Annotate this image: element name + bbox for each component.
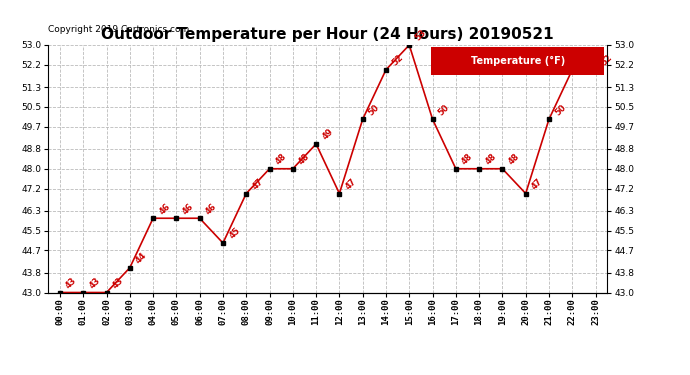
Text: 50: 50	[437, 102, 451, 117]
Text: 53: 53	[413, 28, 428, 43]
Text: 43: 43	[110, 276, 126, 290]
Text: 45: 45	[227, 226, 242, 241]
Text: 52: 52	[600, 53, 614, 68]
Text: 48: 48	[460, 152, 475, 166]
Text: 48: 48	[274, 152, 288, 166]
Text: 46: 46	[181, 201, 195, 216]
Text: 52: 52	[576, 53, 591, 68]
Text: 50: 50	[367, 102, 382, 117]
Text: 46: 46	[157, 201, 172, 216]
Text: 47: 47	[530, 177, 544, 191]
Text: 48: 48	[506, 152, 521, 166]
Text: 43: 43	[88, 276, 102, 290]
Text: 52: 52	[390, 53, 405, 68]
Title: Outdoor Temperature per Hour (24 Hours) 20190521: Outdoor Temperature per Hour (24 Hours) …	[101, 27, 554, 42]
Text: 48: 48	[483, 152, 498, 166]
Text: 44: 44	[134, 251, 148, 266]
Text: 47: 47	[344, 177, 358, 191]
Text: 46: 46	[204, 201, 219, 216]
Text: 43: 43	[64, 276, 79, 290]
Text: 47: 47	[250, 177, 265, 191]
Text: 49: 49	[320, 127, 335, 142]
Text: 50: 50	[553, 102, 568, 117]
Text: 48: 48	[297, 152, 312, 166]
Text: Copyright 2019 Cartronics.com: Copyright 2019 Cartronics.com	[48, 25, 190, 34]
